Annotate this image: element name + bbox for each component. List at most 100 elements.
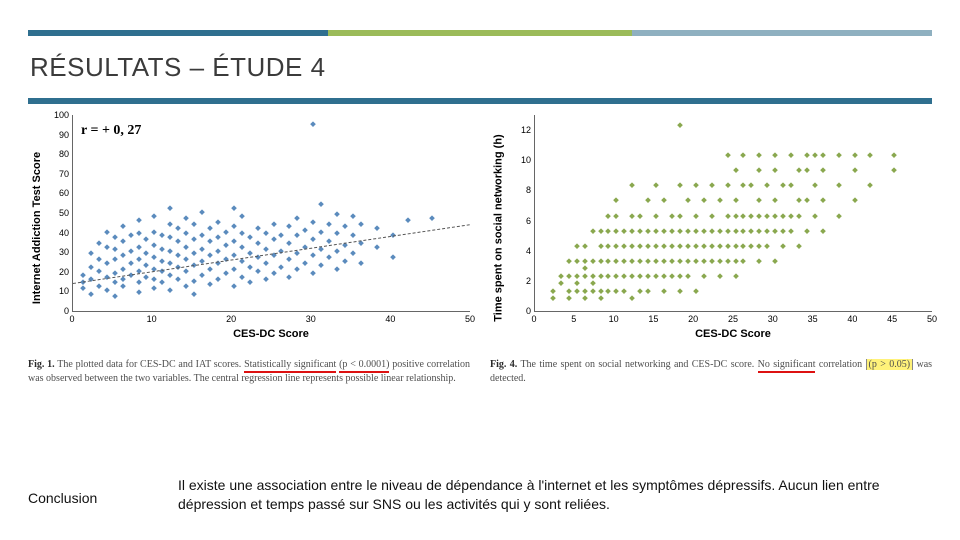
- data-point: [167, 288, 173, 294]
- data-point: [717, 228, 723, 234]
- data-point: [112, 256, 118, 262]
- data-point: [152, 254, 158, 260]
- data-point: [152, 213, 158, 219]
- data-point: [780, 213, 786, 219]
- data-point: [128, 260, 134, 266]
- data-point: [175, 276, 181, 282]
- data-point: [677, 122, 683, 128]
- data-point: [764, 228, 770, 234]
- data-point: [772, 213, 778, 219]
- data-point: [733, 258, 739, 264]
- data-point: [207, 266, 213, 272]
- data-point: [566, 258, 572, 264]
- data-point: [390, 254, 396, 260]
- xtick: 0: [531, 314, 536, 324]
- data-point: [661, 228, 667, 234]
- data-point: [144, 237, 150, 243]
- data-point: [717, 273, 723, 279]
- data-point: [621, 273, 627, 279]
- data-point: [614, 288, 620, 294]
- data-point: [326, 239, 332, 245]
- data-point: [717, 258, 723, 264]
- data-point: [661, 198, 667, 204]
- xtick: 40: [847, 314, 857, 324]
- data-point: [120, 266, 126, 272]
- data-point: [183, 268, 189, 274]
- data-point: [669, 243, 675, 249]
- xtick: 25: [728, 314, 738, 324]
- data-point: [606, 243, 612, 249]
- data-point: [175, 225, 181, 231]
- data-point: [701, 273, 707, 279]
- data-point: [756, 168, 762, 174]
- data-point: [590, 228, 596, 234]
- section-header: RÉSULTATS – ÉTUDE 4: [28, 30, 932, 104]
- data-point: [136, 245, 142, 251]
- fig1-xlabel: CES-DC Score: [72, 328, 470, 340]
- data-point: [741, 153, 747, 159]
- data-point: [733, 213, 739, 219]
- data-point: [239, 231, 245, 237]
- data-point: [159, 280, 165, 286]
- fig1-caption-lead: Fig. 1.: [28, 359, 55, 370]
- data-point: [207, 239, 213, 245]
- ytick: 10: [59, 286, 69, 296]
- data-point: [725, 258, 731, 264]
- data-point: [701, 243, 707, 249]
- data-point: [637, 228, 643, 234]
- data-point: [733, 243, 739, 249]
- data-point: [120, 252, 126, 258]
- data-point: [836, 213, 842, 219]
- data-point: [693, 258, 699, 264]
- data-point: [590, 281, 596, 287]
- data-point: [749, 213, 755, 219]
- data-point: [709, 228, 715, 234]
- data-point: [621, 258, 627, 264]
- data-point: [621, 288, 627, 294]
- data-point: [294, 250, 300, 256]
- ytick: 0: [526, 306, 531, 316]
- data-point: [152, 286, 158, 292]
- xtick: 50: [927, 314, 937, 324]
- data-point: [733, 228, 739, 234]
- fig1-ylabel-wrap: Internet Addiction Test Score: [28, 115, 46, 340]
- data-point: [231, 223, 237, 229]
- data-point: [629, 296, 635, 302]
- data-point: [741, 228, 747, 234]
- data-point: [725, 153, 731, 159]
- data-point: [701, 228, 707, 234]
- data-point: [701, 258, 707, 264]
- data-point: [661, 288, 667, 294]
- data-point: [685, 273, 691, 279]
- data-point: [812, 183, 818, 189]
- data-point: [318, 229, 324, 235]
- data-point: [302, 227, 308, 233]
- xtick: 45: [887, 314, 897, 324]
- data-point: [120, 223, 126, 229]
- fig2-caption-pvalue: (p > 0.05): [866, 359, 914, 370]
- xtick: 10: [147, 314, 157, 324]
- data-point: [693, 183, 699, 189]
- section-title: RÉSULTATS – ÉTUDE 4: [30, 52, 326, 83]
- fig2-caption-highlight: No significant: [758, 359, 816, 373]
- data-point: [614, 198, 620, 204]
- data-point: [96, 241, 102, 247]
- data-point: [199, 209, 205, 215]
- data-point: [820, 153, 826, 159]
- data-point: [645, 243, 651, 249]
- data-point: [756, 198, 762, 204]
- data-point: [606, 273, 612, 279]
- data-point: [231, 266, 237, 272]
- data-point: [318, 262, 324, 268]
- data-point: [558, 281, 564, 287]
- data-point: [598, 243, 604, 249]
- data-point: [677, 273, 683, 279]
- data-point: [326, 254, 332, 260]
- data-point: [733, 198, 739, 204]
- data-point: [104, 229, 110, 235]
- fig1-annotation: r = + 0, 27: [81, 123, 141, 139]
- xtick: 50: [465, 314, 475, 324]
- data-point: [112, 235, 118, 241]
- data-point: [629, 273, 635, 279]
- data-point: [788, 183, 794, 189]
